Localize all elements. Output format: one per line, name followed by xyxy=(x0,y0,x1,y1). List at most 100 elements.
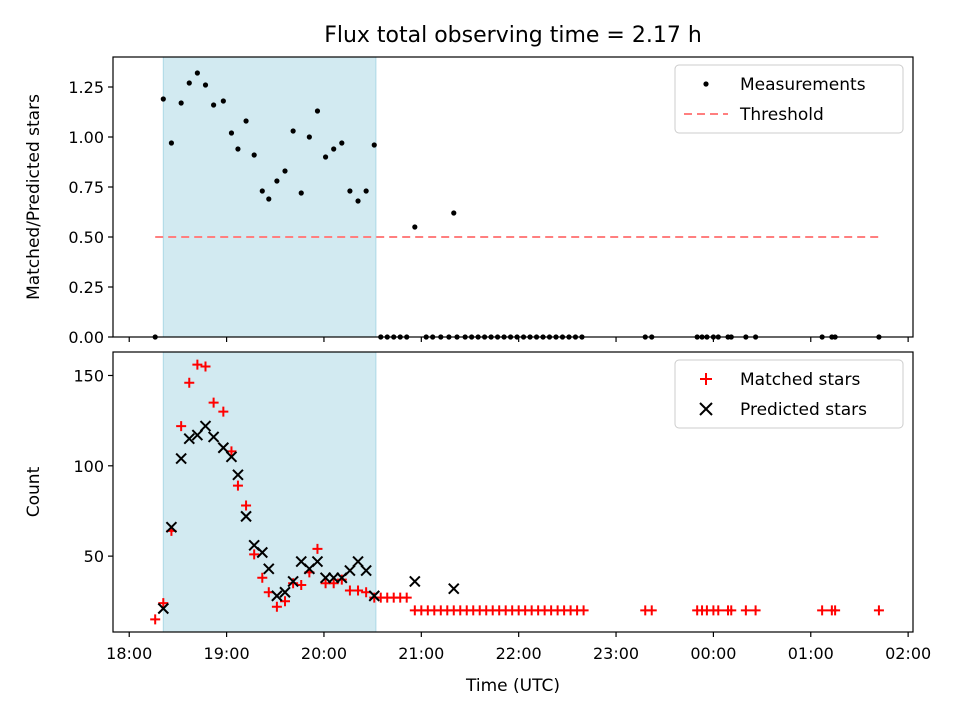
measurement-point xyxy=(235,146,241,152)
legend-label: Predicted stars xyxy=(740,400,867,420)
measurement-point xyxy=(259,188,265,194)
y-tick-label: 0.50 xyxy=(68,228,104,247)
y-tick-label: 1.25 xyxy=(68,78,104,97)
x-tick-label: 19:00 xyxy=(204,644,250,663)
x-tick-label: 18:00 xyxy=(106,644,152,663)
chart-title: Flux total observing time = 2.17 h xyxy=(324,23,702,48)
y-tick-label: 0.00 xyxy=(68,328,104,347)
predicted-star-point xyxy=(448,582,460,595)
x-tick-label: 20:00 xyxy=(301,644,347,663)
measurement-point xyxy=(266,196,272,202)
matched-star-point xyxy=(200,361,211,372)
plot-frame xyxy=(112,351,914,633)
series-matched-stars xyxy=(150,359,884,625)
matched-star-point xyxy=(208,397,219,408)
legend-measurement-swatch xyxy=(703,81,709,87)
matched-star-point xyxy=(646,605,657,616)
predicted-star-point xyxy=(287,575,299,588)
matched-star-point xyxy=(241,500,252,511)
predicted-star-point xyxy=(232,469,244,481)
predicted-star-point xyxy=(207,431,220,443)
matched-star-point xyxy=(271,601,282,612)
matched-star-point xyxy=(750,605,761,616)
measurement-point xyxy=(186,80,192,86)
legend-box xyxy=(674,359,904,429)
predicted-star-point xyxy=(217,442,230,454)
measurement-point xyxy=(322,154,329,160)
predicted-star-point xyxy=(327,572,340,584)
measurement-point xyxy=(347,188,353,194)
y-tick-label: 150 xyxy=(73,366,104,385)
matched-star-point xyxy=(232,480,243,491)
x-tick-label: 02:00 xyxy=(885,644,931,663)
predicted-star-point xyxy=(191,429,204,441)
predicted-star-point xyxy=(240,510,252,523)
observing-window-band xyxy=(162,351,377,633)
predicted-star-point xyxy=(360,564,372,577)
measurement-point xyxy=(274,178,280,184)
measurement-point xyxy=(160,96,166,102)
measurement-point xyxy=(211,102,217,108)
panel-counts: 50 100 150 18:00 19:00 20:00 21:00 22:00 23:00 00… xyxy=(24,351,931,663)
predicted-star-point xyxy=(165,521,178,533)
x-axis-label: Time (UTC) xyxy=(465,676,560,696)
x-tick-label: 00:00 xyxy=(690,644,736,663)
measurement-point xyxy=(451,210,457,216)
measurement-point xyxy=(243,118,249,124)
predicted-star-point xyxy=(199,420,212,432)
measurement-point xyxy=(282,168,288,174)
matched-star-point xyxy=(336,574,347,585)
matched-star-point xyxy=(257,572,268,583)
matched-star-point xyxy=(830,605,841,616)
x-tick-label: 22:00 xyxy=(496,644,542,663)
y-axis-label: Count xyxy=(24,466,44,517)
predicted-star-point xyxy=(183,433,195,445)
predicted-star-point xyxy=(352,555,364,568)
y-tick-label: 1.00 xyxy=(68,128,104,147)
predicted-star-point xyxy=(263,563,275,575)
measurement-point xyxy=(331,146,337,152)
y-tick-label: 100 xyxy=(73,457,104,476)
legend-label: Matched stars xyxy=(740,370,860,390)
predicted-star-point xyxy=(311,555,324,568)
predicted-star-point xyxy=(409,575,421,588)
measurement-point xyxy=(355,198,361,204)
predicted-star-point xyxy=(368,590,380,602)
legend-box xyxy=(674,64,904,134)
predicted-star-point xyxy=(319,572,332,584)
measurement-point xyxy=(251,152,257,158)
predicted-star-point xyxy=(344,564,356,577)
measurement-point xyxy=(371,142,377,148)
x-tick-label: 01:00 xyxy=(788,644,834,663)
measurement-point xyxy=(363,188,369,194)
measurement-point xyxy=(339,140,345,146)
matched-star-point xyxy=(713,605,724,616)
x-tick-label: 23:00 xyxy=(593,644,639,663)
predicted-star-point xyxy=(175,452,187,465)
matched-star-point xyxy=(817,605,828,616)
measurement-point xyxy=(194,70,200,76)
matched-star-point xyxy=(740,605,751,616)
predicted-star-point xyxy=(271,590,283,602)
predicted-star-point xyxy=(225,451,238,463)
legend-predicted-swatch xyxy=(699,402,713,416)
matched-star-point xyxy=(184,377,195,388)
matched-star-point xyxy=(288,578,299,589)
y-tick-label: 0.25 xyxy=(68,278,104,297)
measurement-point xyxy=(202,82,209,88)
predicted-star-point xyxy=(157,602,170,615)
panel-measurements: 0.00 0.25 0.50 0.75 1.00 1.25 Matched/Predicte… xyxy=(24,56,914,347)
matched-star-point xyxy=(578,605,589,616)
measurement-point xyxy=(298,190,304,196)
predicted-star-point xyxy=(279,586,291,598)
measurement-point xyxy=(228,130,235,136)
matched-star-point xyxy=(150,614,161,625)
matched-star-point xyxy=(176,421,187,432)
matched-star-point xyxy=(312,543,323,554)
legend-label: Threshold xyxy=(739,105,824,125)
x-tick-label: 21:00 xyxy=(398,644,444,663)
matched-star-point xyxy=(353,585,364,596)
matched-star-point xyxy=(873,605,884,616)
legend-label: Measurements xyxy=(740,75,866,95)
